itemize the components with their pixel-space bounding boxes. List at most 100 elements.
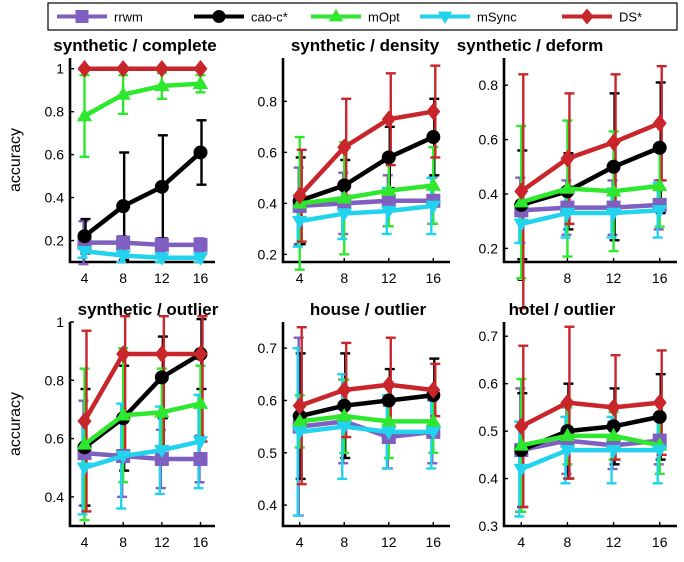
y-tick-label: 0.8 bbox=[258, 93, 278, 109]
x-tick-label: 4 bbox=[296, 534, 304, 550]
data-point-ds bbox=[292, 186, 307, 205]
x-tick-label: 8 bbox=[340, 534, 348, 550]
data-point-ds bbox=[292, 396, 307, 415]
axis-lines bbox=[502, 58, 677, 264]
series-line-mopt bbox=[82, 81, 203, 119]
data-point-cao-c bbox=[337, 398, 352, 413]
y-tick-label: 0.7 bbox=[479, 328, 499, 344]
y-tick-label: 0.8 bbox=[45, 104, 65, 120]
data-point-cao-c bbox=[426, 130, 441, 145]
series-line-mopt bbox=[519, 433, 662, 448]
data-point-ds bbox=[337, 138, 352, 156]
x-tick-label: 8 bbox=[564, 270, 572, 286]
y-tick-label: 0.6 bbox=[258, 144, 278, 160]
data-point-rrwm bbox=[154, 451, 169, 466]
data-point-mopt bbox=[425, 413, 441, 427]
data-point-ds bbox=[193, 59, 208, 78]
data-point-mopt bbox=[336, 190, 352, 204]
series-cao-c bbox=[77, 145, 208, 244]
series-ds bbox=[77, 345, 208, 430]
data-point-msync bbox=[559, 444, 576, 459]
panel-synthetic-outlier: synthetic / outlier 0.4 0.6 0.8 1 4 8 12 16 accur… bbox=[7, 300, 219, 550]
data-point-msync bbox=[154, 444, 170, 459]
data-point-ds bbox=[154, 59, 169, 78]
data-point-mopt bbox=[336, 408, 352, 422]
data-point-cao-c bbox=[606, 159, 621, 174]
series-line-msync bbox=[82, 249, 203, 260]
series-line-rrwm bbox=[82, 240, 203, 248]
data-point-msync bbox=[192, 436, 209, 450]
series-line-mopt bbox=[519, 183, 662, 205]
series-line-msync bbox=[519, 447, 662, 472]
data-point-mopt bbox=[154, 404, 170, 418]
y-tick-label: 0.2 bbox=[45, 233, 65, 249]
errorbars-ds bbox=[296, 64, 441, 243]
x-tick-label: 16 bbox=[426, 270, 442, 286]
series-msync bbox=[292, 421, 441, 440]
axis-lines bbox=[68, 58, 215, 264]
series-msync bbox=[513, 205, 668, 232]
data-point-mopt bbox=[192, 395, 209, 409]
data-point-msync bbox=[513, 218, 529, 232]
y-tick-label: 0.6 bbox=[258, 392, 278, 408]
data-point-cao-c bbox=[606, 419, 621, 434]
legend-marker-msync bbox=[437, 11, 453, 24]
y-tick-label: 0.8 bbox=[45, 372, 65, 388]
series-ds bbox=[292, 102, 441, 205]
data-point-msync bbox=[336, 208, 352, 222]
data-point-rrwm bbox=[193, 451, 208, 466]
legend-label-ds: DS* bbox=[619, 10, 642, 25]
panel-title: hotel / outlier bbox=[509, 300, 616, 319]
data-point-mopt bbox=[652, 177, 668, 192]
series-line-cao-c bbox=[519, 145, 662, 208]
x-tick-label: 4 bbox=[517, 534, 525, 550]
data-point-msync bbox=[425, 426, 441, 440]
data-point-rrwm bbox=[381, 193, 396, 208]
data-point-cao-c bbox=[154, 370, 169, 385]
series-rrwm bbox=[77, 235, 208, 252]
data-point-msync bbox=[425, 200, 441, 214]
x-tick-label: 16 bbox=[426, 534, 442, 550]
series-msync bbox=[76, 436, 209, 476]
axis-lines bbox=[281, 322, 450, 528]
series-line-cao-c bbox=[297, 134, 436, 204]
data-point-ds bbox=[514, 182, 529, 201]
legend-item-ds: DS* bbox=[562, 8, 642, 25]
data-point-ds bbox=[193, 345, 208, 363]
errorbars-msync bbox=[514, 415, 663, 518]
x-tick-label: 4 bbox=[296, 270, 304, 286]
series-ds bbox=[292, 376, 441, 415]
legend: rrwm cao-c* mOpt mSync DS* bbox=[47, 2, 678, 31]
panel-house-outlier: house / outlier 0.4 0.5 0.6 0.7 4 8 12 16 bbox=[258, 300, 450, 550]
x-tick-label: 8 bbox=[119, 534, 127, 550]
data-point-ds bbox=[426, 102, 441, 121]
data-point-mopt bbox=[559, 427, 576, 442]
series-line-ds bbox=[82, 351, 203, 424]
x-tick-label: 12 bbox=[381, 270, 397, 286]
legend-item-rrwm: rrwm bbox=[57, 10, 143, 25]
data-point-ds bbox=[116, 59, 131, 78]
series-line-msync bbox=[519, 208, 662, 227]
x-tick-label: 4 bbox=[81, 534, 89, 550]
y-axis-label: accuracy bbox=[7, 128, 24, 192]
legend-marker-mopt bbox=[328, 9, 344, 22]
panel-title: synthetic / density bbox=[291, 36, 440, 55]
data-point-ds bbox=[514, 417, 529, 436]
x-tick-label: 8 bbox=[119, 270, 127, 286]
data-point-ds bbox=[560, 393, 575, 412]
data-point-cao-c bbox=[193, 145, 208, 160]
data-point-msync bbox=[513, 463, 529, 478]
errorbars-cao-c bbox=[295, 352, 440, 481]
y-tick-label: 1 bbox=[56, 61, 64, 77]
data-point-rrwm bbox=[154, 237, 169, 252]
data-point-mopt bbox=[605, 427, 622, 442]
series-line-mopt bbox=[297, 183, 436, 206]
data-point-cao-c bbox=[381, 150, 396, 165]
y-tick-label: 1 bbox=[56, 314, 64, 330]
legend-item-mopt: mOpt bbox=[311, 9, 400, 25]
data-point-ds bbox=[77, 59, 92, 78]
data-point-msync bbox=[336, 421, 352, 435]
data-point-ds bbox=[606, 398, 621, 417]
